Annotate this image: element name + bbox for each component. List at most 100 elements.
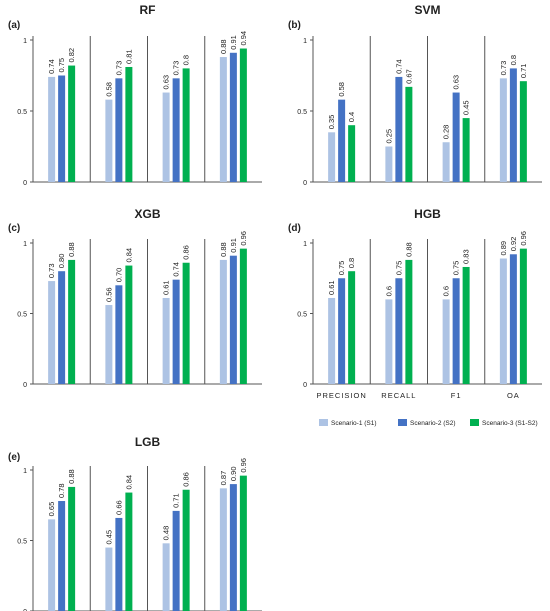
data-label: 0.74 <box>47 59 56 74</box>
data-label: 0.56 <box>104 287 113 302</box>
panel-tag: (b) <box>288 20 301 31</box>
data-label: 0.96 <box>239 458 248 473</box>
data-label: 0.75 <box>452 261 461 276</box>
bar-f1-s3 <box>182 489 190 611</box>
bar-oa-s1 <box>219 488 227 611</box>
y-tick-label: 0.5 <box>17 312 27 319</box>
y-tick-label: 0.5 <box>297 312 307 319</box>
bar-f1-s1 <box>162 92 170 182</box>
data-label: 0.8 <box>509 55 518 65</box>
chart-title: SVM <box>414 3 440 17</box>
bar-oa-s2 <box>229 52 237 182</box>
data-label: 0.66 <box>114 500 123 515</box>
chart-title: RF <box>140 3 156 17</box>
legend-label: Scenario-2 (S2) <box>410 420 456 427</box>
bar-oa-s1 <box>499 78 507 182</box>
bar-recall-s3 <box>405 86 413 182</box>
data-label: 0.61 <box>162 280 171 295</box>
data-label: 0.91 <box>229 238 238 253</box>
bar-precision-s3 <box>68 65 76 182</box>
bar-recall-s2 <box>115 78 123 182</box>
bar-recall-s3 <box>125 265 133 384</box>
bar-precision-s1 <box>48 519 56 611</box>
y-tick-label: 0.5 <box>17 539 27 546</box>
bar-recall-s1 <box>105 547 113 611</box>
panel-tag: (a) <box>8 20 20 31</box>
bar-f1-s3 <box>182 68 190 182</box>
bar-oa-s3 <box>239 475 247 611</box>
bar-oa-s2 <box>509 68 517 182</box>
legend-swatch <box>470 419 479 426</box>
bar-oa-s1 <box>219 259 227 384</box>
legend-label: Scenario-3 (S1-S2) <box>482 420 538 427</box>
bar-f1-s1 <box>162 297 170 384</box>
data-label: 0.84 <box>124 475 133 490</box>
data-label: 0.35 <box>327 115 336 130</box>
data-label: 0.63 <box>452 75 461 90</box>
data-label: 0.91 <box>229 35 238 50</box>
y-tick-label: 0 <box>303 382 307 389</box>
legend-label: Scenario-1 (S1) <box>331 420 377 427</box>
bar-f1-s1 <box>162 543 170 611</box>
bar-precision-s2 <box>338 278 346 384</box>
data-label: 0.87 <box>219 471 228 486</box>
chart-panel-svm: (b) SVM 0 0.5 1 0.35 0.58 0.4 0.25 0.740.67 0.28 0.… <box>288 3 542 187</box>
data-label: 0.83 <box>462 249 471 264</box>
bar-oa-s3 <box>239 48 247 182</box>
bar-oa-s3 <box>519 248 527 384</box>
bar-precision-s3 <box>348 271 356 384</box>
data-label: 0.88 <box>219 39 228 54</box>
y-tick-label: 1 <box>23 241 27 248</box>
data-label: 0.65 <box>47 502 56 517</box>
bar-oa-s2 <box>509 254 517 384</box>
data-label: 0.94 <box>239 31 248 46</box>
bar-precision-s1 <box>328 297 336 384</box>
x-category-label: F1 <box>451 391 462 400</box>
y-tick-label: 0 <box>23 180 27 187</box>
bar-precision-s1 <box>48 281 56 384</box>
chart-panel-xgb: (c)XGB00.510.730.800.880.560.700.840.610… <box>8 207 262 389</box>
data-label: 0.86 <box>182 245 191 260</box>
bar-recall-s1 <box>385 146 393 182</box>
data-label: 0.92 <box>509 237 518 252</box>
x-category-label: RECALL <box>381 391 416 400</box>
data-label: 0.67 <box>404 69 413 84</box>
data-label: 0.25 <box>384 129 393 144</box>
bar-oa-s3 <box>239 248 247 384</box>
data-label: 0.28 <box>442 125 451 140</box>
y-tick-label: 0 <box>303 180 307 187</box>
data-label: 0.8 <box>182 55 191 65</box>
data-label: 0.75 <box>337 261 346 276</box>
data-label: 0.90 <box>229 466 238 481</box>
bar-recall-s1 <box>105 305 113 384</box>
data-label: 0.80 <box>57 254 66 269</box>
data-label: 0.4 <box>347 112 356 122</box>
bar-oa-s2 <box>229 255 237 384</box>
data-label: 0.73 <box>114 61 123 76</box>
bar-precision-s2 <box>338 99 346 182</box>
chart-title: LGB <box>135 435 161 449</box>
data-label: 0.6 <box>384 286 393 296</box>
data-label: 0.75 <box>394 261 403 276</box>
legend-swatch <box>319 419 328 426</box>
bar-f1-s3 <box>462 118 470 182</box>
data-label: 0.45 <box>104 530 113 545</box>
data-label: 0.89 <box>499 241 508 256</box>
data-label: 0.81 <box>124 49 133 64</box>
bar-recall-s3 <box>125 492 133 611</box>
bar-f1-s2 <box>172 279 180 384</box>
bar-precision-s1 <box>328 132 336 182</box>
bar-oa-s1 <box>499 258 507 384</box>
y-tick-label: 0 <box>23 609 27 611</box>
bar-recall-s1 <box>385 299 393 384</box>
data-label: 0.48 <box>162 526 171 541</box>
bar-recall-s2 <box>395 278 403 384</box>
data-label: 0.96 <box>239 231 248 246</box>
bar-recall-s3 <box>125 66 133 182</box>
bar-recall-s2 <box>395 76 403 182</box>
bar-oa-s2 <box>229 484 237 611</box>
